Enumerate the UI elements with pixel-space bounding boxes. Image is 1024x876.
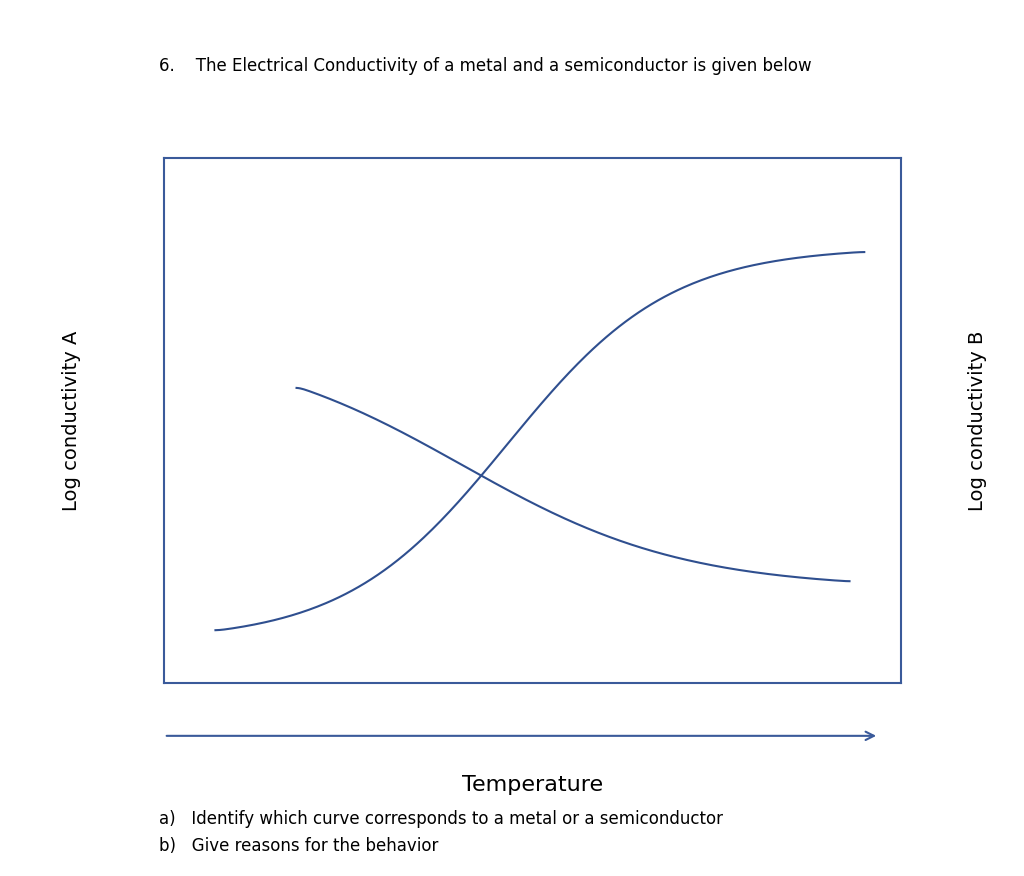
Text: a)   Identify which curve corresponds to a metal or a semiconductor: a) Identify which curve corresponds to a… xyxy=(159,810,723,829)
Text: Temperature: Temperature xyxy=(462,775,603,795)
Text: Log conductivity B: Log conductivity B xyxy=(969,330,987,511)
Text: 6.    The Electrical Conductivity of a metal and a semiconductor is given below: 6. The Electrical Conductivity of a meta… xyxy=(159,57,811,75)
Text: b)   Give reasons for the behavior: b) Give reasons for the behavior xyxy=(159,837,438,855)
Text: Log conductivity A: Log conductivity A xyxy=(62,330,81,511)
